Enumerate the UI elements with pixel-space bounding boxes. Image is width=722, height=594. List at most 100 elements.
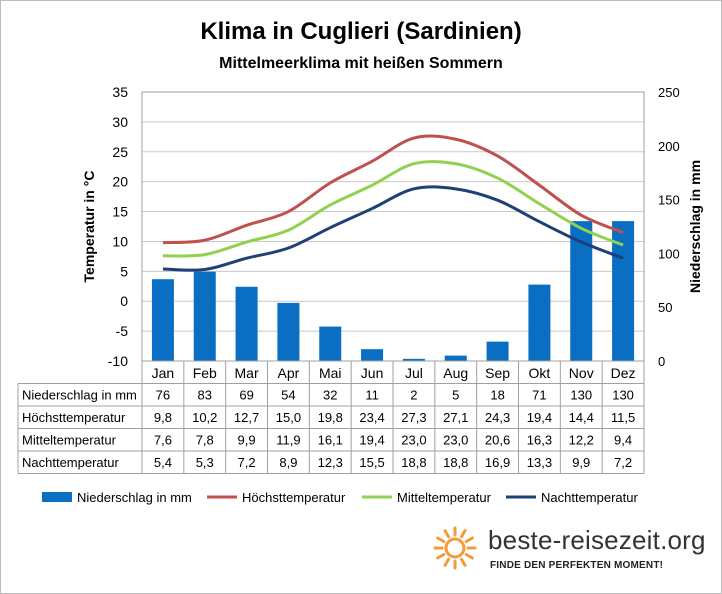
table-row-label: Höchsttemperatur (22, 410, 126, 425)
precip-bar (528, 284, 551, 361)
table-cell-value: 11 (365, 388, 379, 403)
precip-bar (319, 326, 342, 361)
legend-swatch (42, 492, 72, 502)
table-cell-value: 15,0 (276, 410, 301, 425)
legend-entry: Nachttemperatur (541, 490, 638, 505)
table-cell-value: 83 (198, 388, 212, 403)
precip-bar (570, 221, 593, 361)
month-label: Dez (611, 365, 636, 381)
legend-entry: Niederschlag in mm (77, 490, 192, 505)
table-cell-value: 5,3 (196, 455, 214, 470)
y-right-tick-label: 100 (658, 246, 680, 261)
table-cell-value: 54 (281, 388, 295, 403)
table-cell-value: 27,3 (401, 410, 426, 425)
table-cell-value: 15,5 (359, 455, 384, 470)
table-cell-value: 10,2 (192, 410, 217, 425)
legend-entry: Höchsttemperatur (242, 490, 346, 505)
precip-bar (235, 286, 258, 361)
table-cell-value: 24,3 (485, 410, 510, 425)
table-cell-value: 27,1 (443, 410, 468, 425)
y-left-tick-label: 20 (112, 174, 128, 190)
table-cell-value: 32 (323, 388, 337, 403)
table-cell-value: 11,9 (276, 433, 300, 448)
night-temp-line (162, 185, 624, 272)
month-label: Nov (569, 365, 594, 381)
precip-bar (486, 341, 509, 361)
table-cell-value: 11,5 (611, 410, 635, 425)
table-cell-value: 19,4 (359, 433, 384, 448)
y-left-axis-label: Temperatur in °C (81, 171, 97, 283)
month-label: Jan (152, 365, 175, 381)
y-left-tick-label: 5 (120, 263, 128, 279)
month-label: Feb (193, 365, 217, 381)
table-cell-value: 18,8 (401, 455, 426, 470)
month-label: Mai (319, 365, 342, 381)
y-left-tick-label: 35 (112, 84, 128, 100)
precip-bar (193, 271, 216, 361)
table-cell-value: 18 (490, 388, 504, 403)
table-cell-value: 23,0 (443, 433, 468, 448)
table-cell-value: 71 (532, 388, 546, 403)
y-left-tick-label: 30 (112, 114, 128, 130)
table-cell-value: 7,2 (238, 455, 256, 470)
table-row-label: Nachttemperatur (22, 455, 119, 470)
precip-bar (402, 358, 425, 361)
table-cell-value: 69 (239, 388, 253, 403)
chart-title: Klima in Cuglieri (Sardinien) (200, 18, 522, 45)
table-cell-value: 12,2 (569, 433, 594, 448)
table-row-label: Mitteltemperatur (22, 433, 117, 448)
month-label: Okt (529, 365, 551, 381)
table-cell-value: 16,9 (485, 455, 510, 470)
month-label: Apr (278, 365, 300, 381)
table-cell-value: 9,9 (572, 455, 590, 470)
table-cell-value: 18,8 (443, 455, 468, 470)
table-cell-value: 5 (452, 388, 459, 403)
table-cell-value: 9,9 (238, 433, 256, 448)
table-cell-value: 12,3 (318, 455, 343, 470)
table-cell-value: 12,7 (234, 410, 259, 425)
month-label: Mar (235, 365, 259, 381)
y-right-tick-label: 150 (658, 193, 680, 208)
y-left-tick-label: 15 (112, 204, 128, 220)
table-cell-value: 130 (570, 388, 592, 403)
plot-area (141, 91, 645, 362)
table-cell-value: 7,8 (196, 433, 214, 448)
month-label: Aug (443, 365, 468, 381)
y-right-tick-label: 0 (658, 354, 665, 369)
table-cell-value: 14,4 (569, 410, 594, 425)
y-right-tick-label: 250 (658, 85, 680, 100)
table-cell-value: 23,4 (359, 410, 384, 425)
table-cell-value: 7,2 (614, 455, 632, 470)
y-right-axis-label: Niederschlag in mm (687, 160, 703, 293)
brand-name[interactable]: beste-reisezeit.org (488, 525, 706, 555)
month-label: Sep (485, 365, 510, 381)
brand-tagline: FINDE DEN PERFEKTEN MOMENT! (490, 560, 664, 571)
table-cell-value: 7,6 (154, 433, 172, 448)
table-cell-value: 9,4 (614, 433, 632, 448)
precip-bar (151, 279, 174, 361)
table-cell-value: 19,4 (527, 410, 552, 425)
table-cell-value: 8,9 (279, 455, 297, 470)
legend-entry: Mitteltemperatur (397, 490, 492, 505)
table-cell-value: 23,0 (401, 433, 426, 448)
y-right-tick-label: 50 (658, 300, 672, 315)
y-left-tick-label: 25 (112, 144, 128, 160)
table-cell-value: 5,4 (154, 455, 172, 470)
table-cell-value: 76 (156, 388, 170, 403)
y-left-tick-label: 0 (120, 293, 128, 309)
table-cell-value: 130 (612, 388, 634, 403)
mean-temp-line (162, 159, 624, 258)
y-left-tick-label: 10 (112, 233, 128, 249)
table-cell-value: 13,3 (527, 455, 552, 470)
table-cell-value: 9,8 (154, 410, 172, 425)
precip-bar (361, 349, 384, 361)
month-label: Jul (405, 365, 423, 381)
high-temp-line (162, 134, 624, 245)
table-cell-value: 20,6 (485, 433, 510, 448)
table-cell-value: 16,3 (527, 433, 552, 448)
y-right-tick-label: 200 (658, 139, 680, 154)
table-cell-value: 2 (410, 388, 417, 403)
table-cell-value: 16,1 (318, 433, 343, 448)
precip-bar (277, 302, 300, 361)
